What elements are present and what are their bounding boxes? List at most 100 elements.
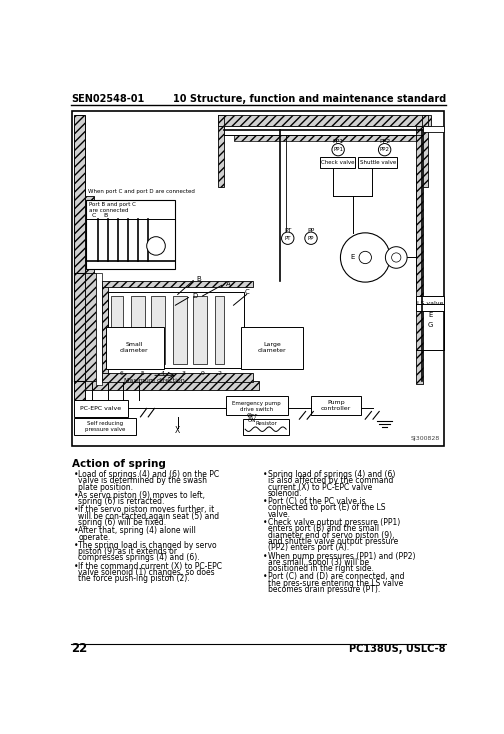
Circle shape bbox=[392, 252, 401, 262]
Bar bbox=[74, 400, 128, 417]
Text: valve.: valve. bbox=[268, 510, 291, 519]
Text: the pres-sure entering the LS valve: the pres-sure entering the LS valve bbox=[268, 578, 403, 588]
Text: As servo piston (9) moves to left,: As servo piston (9) moves to left, bbox=[79, 491, 206, 500]
Text: Load of springs (4) and (6) on the PC: Load of springs (4) and (6) on the PC bbox=[79, 470, 220, 479]
Text: 4: 4 bbox=[161, 371, 165, 376]
Bar bbox=[131, 296, 145, 364]
Text: Spring load of springs (4) and (6): Spring load of springs (4) and (6) bbox=[268, 470, 395, 479]
Text: PP2: PP2 bbox=[379, 139, 390, 145]
Text: is also affected by the command: is also affected by the command bbox=[268, 476, 393, 485]
Bar bbox=[96, 273, 102, 385]
Bar bbox=[102, 280, 253, 287]
Text: PP2: PP2 bbox=[380, 148, 390, 152]
Text: 10 Structure, function and maintenance standard: 10 Structure, function and maintenance s… bbox=[172, 94, 446, 103]
Circle shape bbox=[147, 236, 165, 255]
Text: The spring load is changed by servo: The spring load is changed by servo bbox=[79, 541, 217, 550]
Text: 9: 9 bbox=[201, 371, 205, 376]
Bar bbox=[224, 126, 422, 135]
Text: LS valve: LS valve bbox=[417, 301, 444, 306]
Text: piston (9) as it extends or: piston (9) as it extends or bbox=[79, 547, 177, 556]
Text: are connected: are connected bbox=[89, 208, 128, 213]
Text: and shuttle valve output pressure: and shuttle valve output pressure bbox=[268, 537, 398, 546]
Text: Port (C) of the PC valve is: Port (C) of the PC valve is bbox=[268, 497, 365, 506]
Text: •: • bbox=[74, 506, 78, 515]
Text: 3: 3 bbox=[182, 371, 186, 376]
Bar bbox=[85, 196, 94, 369]
Text: C: C bbox=[92, 213, 96, 217]
Text: •: • bbox=[263, 573, 268, 581]
Text: valve solenoid (1) changes, so does: valve solenoid (1) changes, so does bbox=[79, 568, 215, 577]
Text: are small, spool (3) will be: are small, spool (3) will be bbox=[268, 558, 369, 567]
Text: •: • bbox=[263, 518, 268, 527]
Circle shape bbox=[379, 144, 391, 156]
Text: Resistor: Resistor bbox=[255, 421, 277, 426]
Text: OFF: OFF bbox=[247, 413, 258, 418]
Bar bbox=[241, 327, 303, 369]
Bar bbox=[74, 418, 136, 435]
Bar bbox=[85, 381, 259, 390]
Text: B: B bbox=[196, 276, 201, 282]
Text: spring (6) will be fixed.: spring (6) will be fixed. bbox=[79, 518, 167, 527]
Text: •: • bbox=[74, 470, 78, 479]
Text: PC138US, USLC-8: PC138US, USLC-8 bbox=[349, 644, 446, 654]
Text: When pump pressures (PP1) and (PP2): When pump pressures (PP1) and (PP2) bbox=[268, 551, 415, 561]
Text: PC-EPC valve: PC-EPC valve bbox=[81, 406, 121, 411]
Text: spring (6) is retracted.: spring (6) is retracted. bbox=[79, 497, 165, 506]
Text: enters port (B) and the small: enters port (B) and the small bbox=[268, 524, 379, 534]
Text: PP1: PP1 bbox=[333, 148, 343, 152]
Text: Large
diameter: Large diameter bbox=[258, 342, 287, 353]
Text: solenoid.: solenoid. bbox=[268, 489, 302, 498]
Text: compresses springs (4) and (6).: compresses springs (4) and (6). bbox=[79, 553, 200, 562]
Text: If the servo piston moves further, it: If the servo piston moves further, it bbox=[79, 506, 215, 515]
Bar bbox=[111, 296, 123, 364]
Text: •: • bbox=[263, 497, 268, 506]
Circle shape bbox=[305, 232, 317, 244]
Text: D: D bbox=[192, 293, 198, 299]
Text: •: • bbox=[74, 541, 78, 550]
Text: Port B and port C: Port B and port C bbox=[89, 202, 136, 207]
Bar bbox=[102, 287, 108, 373]
Text: Emergency pump
drive switch: Emergency pump drive switch bbox=[232, 401, 281, 413]
Text: After that, spring (4) alone will: After that, spring (4) alone will bbox=[79, 526, 197, 535]
Bar bbox=[86, 200, 175, 269]
Bar bbox=[102, 373, 253, 382]
Text: Maximum direction: Maximum direction bbox=[124, 378, 185, 383]
Text: O: O bbox=[246, 413, 251, 418]
Bar bbox=[358, 157, 397, 168]
Text: Shuttle valve: Shuttle valve bbox=[359, 160, 396, 165]
Circle shape bbox=[332, 144, 344, 156]
Bar bbox=[218, 115, 224, 126]
Text: Port (C) and (D) are connected, and: Port (C) and (D) are connected, and bbox=[268, 573, 404, 581]
Bar bbox=[106, 327, 164, 369]
Text: PT: PT bbox=[284, 228, 291, 233]
Text: PP1: PP1 bbox=[333, 139, 344, 145]
Text: •: • bbox=[263, 551, 268, 561]
Bar bbox=[72, 111, 445, 446]
Text: When port C and port D are connected: When port C and port D are connected bbox=[88, 189, 195, 195]
Circle shape bbox=[359, 251, 371, 264]
Text: Small
diameter: Small diameter bbox=[120, 342, 149, 353]
Bar bbox=[108, 292, 243, 368]
Bar bbox=[193, 296, 207, 364]
Text: positioned in the right side.: positioned in the right side. bbox=[268, 564, 373, 573]
Text: 22: 22 bbox=[71, 642, 87, 655]
Text: connected to port (E) of the LS: connected to port (E) of the LS bbox=[268, 504, 385, 512]
Bar bbox=[416, 126, 422, 384]
Text: X: X bbox=[175, 426, 180, 435]
Bar bbox=[243, 419, 289, 435]
Text: the force push-ing piston (2).: the force push-ing piston (2). bbox=[79, 574, 190, 584]
Text: E: E bbox=[351, 255, 355, 261]
Text: A: A bbox=[226, 281, 230, 288]
Bar bbox=[311, 396, 361, 415]
Text: will be con-tacted again seat (5) and: will be con-tacted again seat (5) and bbox=[79, 512, 220, 520]
Text: B: B bbox=[103, 213, 108, 217]
Circle shape bbox=[340, 233, 390, 282]
Text: PP: PP bbox=[308, 236, 314, 241]
Text: SEN02548-01: SEN02548-01 bbox=[71, 94, 144, 103]
Bar bbox=[85, 273, 96, 385]
Bar bbox=[233, 135, 416, 141]
Bar bbox=[422, 126, 445, 132]
Bar bbox=[151, 296, 165, 364]
Text: Pump
controller: Pump controller bbox=[321, 400, 351, 411]
Text: G: G bbox=[428, 322, 433, 328]
